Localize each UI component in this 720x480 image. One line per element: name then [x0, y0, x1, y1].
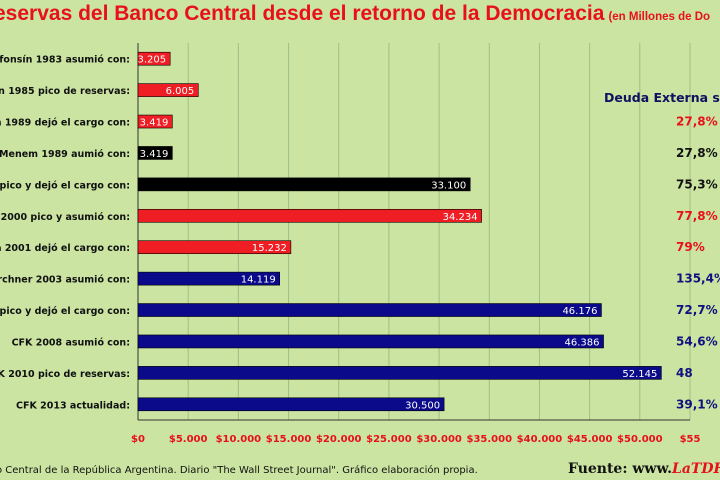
data-label: 3.205: [138, 55, 167, 66]
x-tick-label: $55: [680, 434, 701, 445]
category-label: Kirchner 2003 asumió con:: [0, 275, 130, 286]
data-label: 33.100: [431, 180, 466, 191]
chart-title-text: eservas del Banco Central desde el retor…: [0, 2, 605, 25]
source-note: o Central de la República Argentina. Dia…: [0, 465, 478, 476]
debt-percentage: 39,1%: [676, 397, 718, 411]
category-label: sín 1989 dejó el cargo con:: [0, 118, 130, 129]
fuente-brand: LaTDF: [672, 461, 720, 477]
x-tick-label: $15.000: [266, 434, 312, 445]
x-tick-label: $35.000: [466, 434, 512, 445]
data-label: 15.232: [252, 243, 287, 254]
category-label: 9 pico y dejó el cargo con:: [0, 180, 130, 191]
fuente-credit: Fuente: www.LaTDF: [568, 461, 720, 477]
data-label: 30.500: [405, 400, 440, 411]
data-label: 46.176: [562, 306, 597, 317]
debt-percentage: 54,6%: [676, 334, 718, 348]
debt-column-header: Deuda Externa s: [604, 90, 720, 105]
debt-percentage: 48: [676, 366, 693, 380]
x-tick-label: $0: [131, 434, 145, 445]
debt-percentage: 75,3%: [676, 177, 718, 191]
bar: [137, 177, 471, 192]
category-label: CFK 2010 pico de reservas:: [0, 369, 130, 380]
bar: [137, 114, 173, 129]
debt-percentage: 135,4%: [676, 272, 720, 286]
x-tick-label: $50.000: [617, 434, 663, 445]
x-tick-label: $20.000: [316, 434, 362, 445]
category-label: CFK 2013 actualidad:: [16, 400, 130, 411]
bar: [137, 397, 445, 412]
data-label: 52.145: [622, 369, 657, 380]
bar: [137, 240, 292, 255]
chart-subtitle: (en Millones de Do: [608, 11, 711, 23]
debt-percentage: 77,8%: [676, 209, 718, 223]
category-label: CFK 2008 asumió con:: [12, 337, 130, 348]
bar: [137, 146, 173, 160]
fuente-label: Fuente: www.: [568, 461, 672, 477]
bar: [137, 303, 602, 317]
data-label: 3.419: [140, 149, 169, 160]
chart-title: eservas del Banco Central desde el retor…: [0, 2, 710, 26]
data-label: 34.234: [443, 212, 478, 223]
debt-percentage: 72,7%: [676, 303, 718, 317]
data-label: 6.005: [166, 86, 195, 97]
x-tick-label: $45.000: [567, 434, 613, 445]
x-tick-label: $5.000: [169, 434, 208, 445]
x-tick-label: $40.000: [517, 434, 563, 445]
bar: [137, 366, 662, 380]
category-label: a 2000 pico y asumió con:: [0, 212, 130, 223]
data-label: 14.119: [241, 275, 276, 286]
bar: [137, 208, 482, 223]
x-tick-label: $10.000: [216, 434, 262, 445]
x-tick-label: $25.000: [366, 434, 412, 445]
category-label: sín 1985 pico de reservas:: [0, 86, 130, 97]
bar: [137, 51, 171, 66]
debt-percentage: 79%: [676, 240, 705, 254]
debt-percentage: 27,8%: [676, 115, 718, 129]
bar-chart: $0 $5.000 $10.000 $15.000 $20.000 $25.000 $30.…: [0, 43, 720, 445]
category-label: Menem 1989 aumió con:: [0, 149, 130, 160]
bar: [137, 334, 604, 349]
category-label: úa 2001 dejó el cargo con:: [0, 243, 130, 254]
category-label: 7 pico y dejó el cargo con:: [0, 306, 130, 317]
data-label: 3.419: [140, 118, 169, 129]
bar: [137, 83, 199, 97]
debt-percentage: 27,8%: [676, 146, 718, 160]
category-label: Alfonsín 1983 asumió con:: [0, 55, 130, 66]
data-label: 46.386: [565, 337, 600, 348]
bar: [137, 271, 281, 286]
x-tick-label: $30.000: [416, 434, 462, 445]
